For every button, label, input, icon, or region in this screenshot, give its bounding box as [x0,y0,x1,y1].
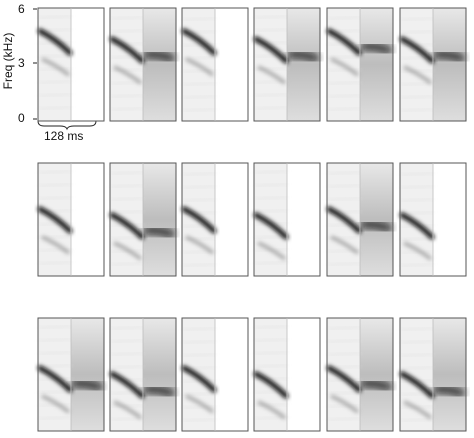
spectrogram-panel-r1c3 [181,7,249,122]
spectrogram-panel-r3c6 [399,317,467,432]
spectrogram-panel-r3c5 [326,317,394,432]
spectrogram-panel-r1c5 [326,7,394,122]
spectrogram-panel-r3c3 [181,317,249,432]
y-tick-3: 3 [18,56,25,70]
spectrogram-panel-r1c4 [253,7,321,122]
spectrogram-panel-r2c3 [181,162,249,277]
spectrogram-panel-r2c5 [326,162,394,277]
time-scalebar-label: 128 ms [44,129,84,143]
spectrogram-panel-r3c4 [253,317,321,432]
spectrogram-panel-r2c4 [253,162,321,277]
spectrogram-panel-r2c6 [399,162,467,277]
spectrogram-panel-r3c2 [109,317,177,432]
frequency-axis: Freq (kHz) 6 3 0 [0,0,40,160]
spectrogram-panel-r1c6 [399,7,467,122]
axis-lines [33,8,97,131]
spectrogram-panel-r2c2 [109,162,177,277]
spectrogram-panel-r3c1 [37,317,105,432]
spectrogram-panel-r2c1 [37,162,105,277]
y-tick-0: 0 [18,111,25,125]
spectrogram-panel-r1c2 [109,7,177,122]
y-tick-6: 6 [18,2,25,16]
spectrogram-panel-r1c1 [37,7,105,122]
